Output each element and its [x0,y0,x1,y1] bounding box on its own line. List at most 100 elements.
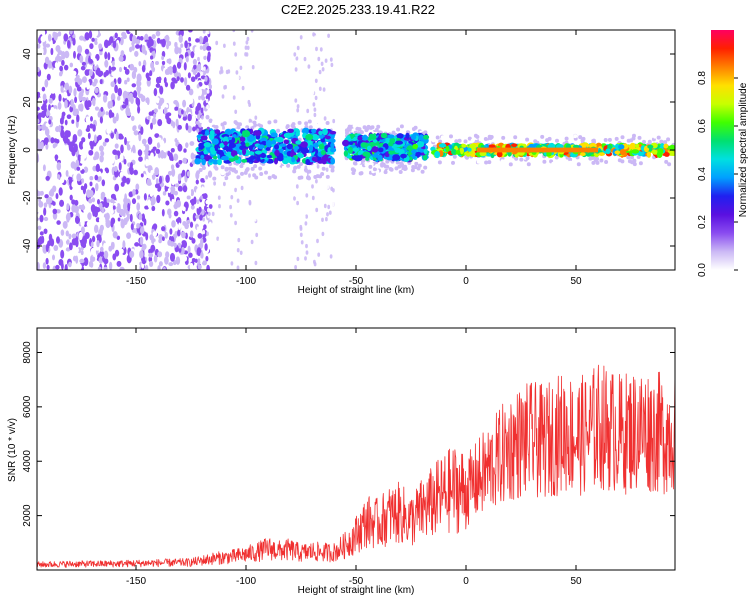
heatmap-cell [104,51,108,60]
heatmap-cell [181,140,185,147]
heatmap-cell [175,199,182,208]
heatmap-cell [69,106,74,113]
heatmap-cell [540,134,545,139]
heatmap-cell [332,118,336,124]
heatmap-cell [151,117,157,125]
heatmap-cell [156,37,161,44]
heatmap-cell [454,139,459,144]
heatmap-cell [50,88,56,94]
heatmap-cell [234,52,238,57]
heatmap-cell [618,144,625,150]
heatmap-cell [174,46,180,55]
heatmap-cell [181,231,186,239]
heatmap-cell [215,40,219,46]
heatmap-cell [196,102,202,111]
heatmap-cell [198,168,203,172]
heatmap-cell [232,95,236,100]
heatmap-cell [467,136,472,141]
heatmap-cell [90,116,93,122]
heatmap-cell [150,244,156,252]
heatmap-cell [155,97,160,104]
heatmap-cell [89,229,95,236]
heatmap-cell [118,55,124,62]
heatmap-cell [227,82,231,87]
heatmap-cell [308,125,313,130]
heatmap-cell [181,240,187,245]
heatmap-cell [149,188,154,198]
heatmap-cell [152,223,158,230]
heatmap-cell [60,129,65,139]
heatmap-cell [296,89,300,94]
heatmap-cell [89,123,94,129]
heatmap-cell [211,211,215,217]
heatmap-cell [223,141,229,146]
heatmap-cell [110,66,117,71]
snr-plot-area [37,328,675,570]
heatmap-cell [217,158,223,166]
heatmap-cell [151,205,156,212]
heatmap-cell [167,239,172,246]
heatmap-cell [146,181,152,186]
heatmap-cell [64,83,68,90]
heatmap-cell [614,150,621,155]
heatmap-cell [578,135,583,140]
heatmap-cell [201,186,205,194]
heatmap-cell [78,104,82,111]
heatmap-cell [308,218,312,223]
heatmap-cell [167,188,171,194]
heatmap-cell [68,261,72,268]
heatmap-cell [43,137,49,144]
colorbar-tick-label: 0.0 [697,263,708,277]
heatmap-cell [235,101,239,106]
heatmap-cell [165,174,170,183]
heatmap-cell [136,202,141,211]
heatmap-cell [136,73,142,83]
heatmap-cell [188,30,193,33]
heatmap-cell [555,138,559,143]
heatmap-cell [133,130,139,136]
heatmap-cell [139,113,143,119]
heatmap-cell [189,221,194,228]
heatmap-cell [254,150,263,155]
heatmap-cell [326,184,330,190]
heatmap-cell [350,167,355,172]
heatmap-cell [359,130,364,135]
heatmap-cell [245,167,250,172]
heatmap-cell [311,133,320,141]
heatmap-cell [303,168,308,172]
heatmap-cell [434,151,441,159]
heatmap-cell [49,130,54,136]
heatmap-cell [177,229,181,237]
heatmap-cell [193,64,197,70]
heatmap-cell [229,213,233,218]
heatmap-cell [253,164,258,169]
heatmap-cell [296,45,300,51]
heatmap-cell [525,137,530,142]
heatmap-cell [119,266,125,270]
heatmap-cell [125,216,130,222]
heatmap-cell [205,175,209,180]
heatmap-cell [394,166,399,171]
heatmap-cell [259,172,264,176]
heatmap-cell [131,83,137,88]
heatmap-cell [236,79,240,84]
heatmap-cell [232,30,236,33]
heatmap-cell [112,149,118,155]
heatmap-cell [88,149,94,156]
heatmap-cell [149,70,153,77]
heatmap-cell [372,139,378,143]
heatmap-cell [206,30,210,35]
heatmap-cell [99,246,104,252]
heatmap-cell [285,124,290,129]
y-tick-label: 4000 [22,450,33,473]
heatmap-cell [411,165,416,169]
heatmap-cell [322,87,326,92]
heatmap-cell [42,102,47,110]
heatmap-cell [47,33,52,42]
heatmap-cell [220,69,224,74]
heatmap-cell [89,176,94,181]
heatmap-cell [445,145,450,153]
heatmap-cell [100,150,105,157]
snr-x-axis-label: Height of straight line (km) [298,585,415,596]
heatmap-cell [330,186,334,191]
